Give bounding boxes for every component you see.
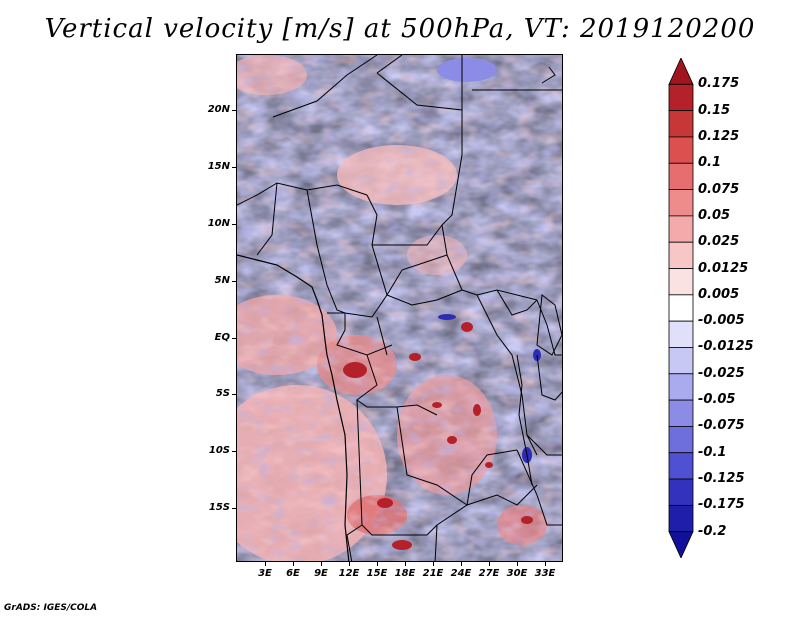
- lon-label: 9E: [314, 568, 328, 579]
- lon-label: 3E: [258, 568, 272, 579]
- lat-label: 20N: [207, 104, 230, 115]
- color-bar-segment: [668, 241, 694, 269]
- lat-label: 5N: [214, 275, 230, 286]
- color-bar-segment: [668, 268, 694, 296]
- lon-tick: [377, 562, 378, 566]
- lon-label: 24E: [450, 568, 472, 579]
- lon-tick: [293, 562, 294, 566]
- color-bar-segment: [668, 426, 694, 454]
- color-bar-label: -0.05: [698, 392, 736, 408]
- lon-label: 27E: [478, 568, 500, 579]
- color-bar-segment: [668, 478, 694, 506]
- color-bar-segment: [668, 320, 694, 348]
- lat-label: 10S: [208, 445, 230, 456]
- lat-tick: [232, 167, 236, 168]
- lakes: [516, 66, 562, 486]
- lon-label: 21E: [422, 568, 444, 579]
- color-bar-segment: [668, 110, 694, 138]
- color-bar-label: -0.005: [698, 313, 745, 329]
- lat-tick: [232, 224, 236, 225]
- footer-credit: GrADS: IGES/COLA: [4, 603, 98, 613]
- lat-label: 5S: [215, 388, 230, 399]
- lat-label: EQ: [214, 332, 230, 343]
- color-bar-segment: [668, 531, 694, 558]
- color-bar-segment: [668, 504, 694, 533]
- lat-tick: [232, 451, 236, 452]
- map-panel: [236, 54, 563, 562]
- velocity-field: [237, 55, 562, 561]
- color-bar-segment: [668, 189, 694, 217]
- color-bar-segment: [668, 136, 694, 164]
- lon-tick: [545, 562, 546, 566]
- color-bar-label: 0.05: [698, 207, 731, 223]
- lon-tick: [461, 562, 462, 566]
- color-bar-label: -0.025: [698, 365, 745, 381]
- color-bar-segment: [668, 162, 694, 190]
- color-bar-label: -0.125: [698, 471, 745, 487]
- lon-tick: [349, 562, 350, 566]
- lon-tick: [405, 562, 406, 566]
- color-bar-label: -0.2: [698, 523, 727, 539]
- lat-tick: [232, 281, 236, 282]
- color-bar: [668, 58, 694, 558]
- strong-updraft-cores: [343, 322, 533, 550]
- color-bar-label: -0.175: [698, 497, 745, 513]
- lat-tick: [232, 110, 236, 111]
- color-bar-segment: [668, 58, 694, 85]
- coastline: [237, 254, 350, 561]
- color-bar-label: 0.175: [698, 76, 740, 92]
- lat-label: 15N: [207, 161, 230, 172]
- lon-label: 12E: [338, 568, 360, 579]
- lat-tick: [232, 508, 236, 509]
- lon-label: 30E: [506, 568, 528, 579]
- color-bar-label: -0.0125: [698, 339, 754, 355]
- color-bar-label: -0.075: [698, 418, 745, 434]
- lon-tick: [517, 562, 518, 566]
- lon-label: 33E: [534, 568, 556, 579]
- map-title: Vertical velocity [m/s] at 500hPa, VT: 2…: [44, 14, 756, 44]
- color-bar-label: -0.1: [698, 444, 727, 460]
- color-bar-segment: [668, 294, 694, 322]
- lon-tick: [265, 562, 266, 566]
- color-bar-label: 0.15: [698, 102, 731, 118]
- lat-tick: [232, 394, 236, 395]
- color-bar-label: 0.075: [698, 181, 740, 197]
- color-bar-label: 0.0125: [698, 260, 749, 276]
- lon-label: 6E: [286, 568, 300, 579]
- color-bar-segment: [668, 215, 694, 243]
- lon-tick: [321, 562, 322, 566]
- color-bar-segment: [668, 399, 694, 427]
- lon-tick: [433, 562, 434, 566]
- color-bar-label: 0.005: [698, 286, 740, 302]
- color-bar-segment: [668, 452, 694, 480]
- lon-label: 15E: [366, 568, 388, 579]
- lon-label: 18E: [394, 568, 416, 579]
- color-bar-label: 0.1: [698, 155, 722, 171]
- color-bar-segment: [668, 83, 694, 112]
- country-borders: [237, 55, 562, 561]
- color-bar-label: 0.125: [698, 128, 740, 144]
- color-bar-label: 0.025: [698, 234, 740, 250]
- lat-tick: [232, 338, 236, 339]
- color-bar-segment: [668, 347, 694, 375]
- color-bar-segment: [668, 373, 694, 401]
- lat-label: 10N: [207, 218, 230, 229]
- lat-label: 15S: [208, 502, 230, 513]
- lon-tick: [489, 562, 490, 566]
